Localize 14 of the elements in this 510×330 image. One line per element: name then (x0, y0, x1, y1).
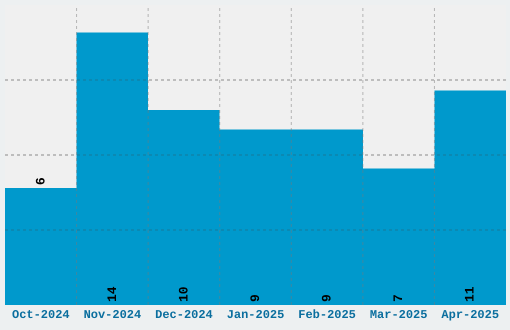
data-label: 9 (248, 294, 263, 302)
data-label: 6 (33, 177, 48, 186)
x-tick-label: Apr-2025 (441, 308, 500, 322)
x-tick-label: Oct-2024 (12, 308, 70, 322)
data-label: 14 (104, 286, 120, 302)
data-label: 7 (391, 294, 406, 302)
x-tick-label: Jan-2025 (226, 308, 284, 322)
data-label: 9 (320, 294, 335, 302)
x-tick-label: Feb-2025 (298, 308, 356, 322)
data-label: 10 (176, 286, 192, 302)
x-tick-label: Nov-2024 (84, 308, 142, 322)
x-tick-label: Dec-2024 (155, 308, 213, 322)
x-tick-label: Mar-2025 (370, 308, 428, 322)
data-label: 11 (462, 286, 478, 302)
